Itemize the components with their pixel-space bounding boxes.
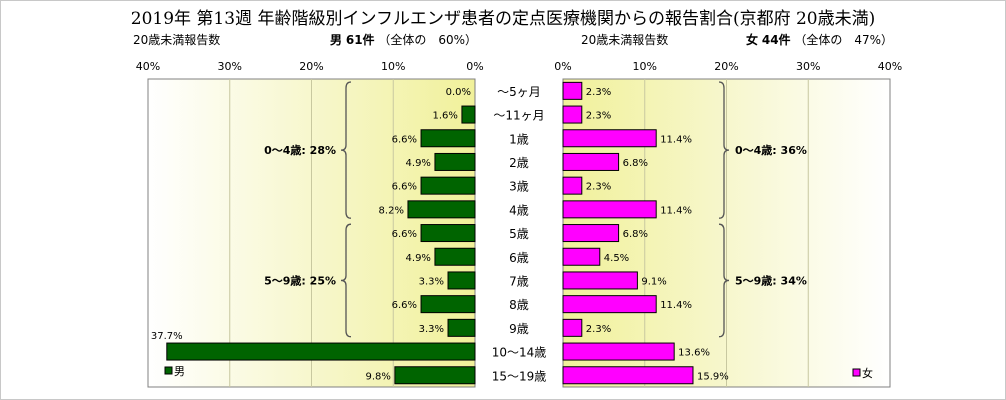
female-bar [562,105,583,124]
left-sex-label: 男 [330,33,343,47]
female-data-label: 4.5% [604,253,629,264]
male-data-label: 1.6% [433,111,458,122]
male-bar [407,200,476,219]
right-tick-label: 20% [714,60,738,73]
male-data-label: 9.8% [365,371,390,382]
right-group-bracket [718,223,730,338]
right-tick-label: 40% [878,60,902,73]
female-data-label: 2.3% [586,324,611,335]
right-group-label: 5〜9歳: 34% [735,273,807,287]
female-data-label: 13.6% [678,348,710,359]
male-bar [420,224,476,243]
left-tick-label: 40% [136,60,160,73]
category-label: 15〜19歳 [492,369,547,383]
left-tick-label: 0% [466,60,483,73]
male-bar [447,318,476,337]
right-tick-label: 0% [554,60,571,73]
male-legend-swatch [164,366,173,375]
female-bar [562,271,638,290]
female-bar [562,81,583,100]
category-label: 9歳 [509,322,529,336]
right-sex-summary: 女 44件 （全体の 47%） [746,31,893,48]
right-group-label: 0〜4歳: 36% [735,143,807,157]
category-label: 〜5ヶ月 [497,85,541,99]
female-data-label: 9.1% [641,276,666,287]
left-count-value: 61件 [345,33,375,47]
male-bar [420,129,476,148]
category-label: 2歳 [509,156,529,170]
right-group-bracket [718,81,730,219]
male-bar [166,342,476,361]
left-tick-label: 30% [218,60,242,73]
right-sex-label: 女 [746,33,759,47]
category-label: 3歳 [509,180,529,194]
male-data-label: 8.2% [379,205,404,216]
left-count-label: 20歳未満報告数 [133,33,221,47]
female-bar [562,200,657,219]
left-share-text: （全体の 60%） [378,33,478,47]
female-data-label: 6.8% [623,158,648,169]
female-data-label: 15.9% [697,371,729,382]
right-share-text: （全体の 47%） [794,33,894,47]
left-group-label: 0〜4歳: 28% [264,143,336,157]
left-group-bracket [340,81,352,219]
female-bar [562,129,657,148]
category-label: 8歳 [509,298,529,312]
right-tick-label: 30% [796,60,820,73]
left-group-bracket [340,223,352,338]
female-bar [562,295,657,314]
female-data-label: 11.4% [660,134,692,145]
male-legend-label: 男 [174,365,185,378]
male-data-label: 6.6% [392,134,417,145]
chart-title: 2019年 第13週 年齢階級別インフルエンザ患者の定点医療機関からの報告割合(… [130,9,876,29]
male-bar [394,366,476,385]
female-data-label: 11.4% [660,300,692,311]
right-tick-label: 10% [633,60,657,73]
male-data-label: 6.6% [392,229,417,240]
female-bar [562,366,694,385]
female-data-label: 2.3% [586,87,611,98]
male-data-label: 6.6% [392,300,417,311]
male-data-label: 4.9% [406,158,431,169]
female-bar [562,176,583,195]
female-bar [562,318,583,337]
category-label: 4歳 [509,203,529,217]
male-bar [420,295,476,314]
female-bar [562,342,675,361]
male-data-label: 3.3% [419,324,444,335]
male-bar [434,152,476,171]
category-label: 〜11ヶ月 [493,109,544,123]
male-data-label: 4.9% [406,253,431,264]
female-bar [562,247,601,266]
category-label: 7歳 [509,274,529,288]
category-label: 1歳 [509,132,529,146]
left-group-label: 5〜9歳: 25% [264,273,336,287]
right-count-value: 44件 [761,33,791,47]
male-data-label: 3.3% [419,276,444,287]
female-bar [562,152,620,171]
female-legend-swatch [852,368,861,377]
category-label: 6歳 [509,251,529,265]
left-tick-label: 10% [381,60,405,73]
male-bar [461,105,476,124]
category-label: 5歳 [509,227,529,241]
female-legend-label: 女 [862,366,873,380]
male-bar [447,271,476,290]
female-data-label: 11.4% [660,205,692,216]
male-bar [420,176,476,195]
left-tick-label: 20% [299,60,323,73]
male-data-label: 37.7% [151,331,183,342]
female-data-label: 2.3% [586,182,611,193]
male-bar [434,247,476,266]
right-count-label: 20歳未満報告数 [581,33,669,47]
female-data-label: 2.3% [586,111,611,122]
female-data-label: 6.8% [623,229,648,240]
male-data-label: 6.6% [392,182,417,193]
male-data-label: 0.0% [446,87,471,98]
left-sex-summary: 男 61件 （全体の 60%） [330,31,477,48]
female-bar [562,224,620,243]
category-label: 10〜14歳 [492,346,547,360]
